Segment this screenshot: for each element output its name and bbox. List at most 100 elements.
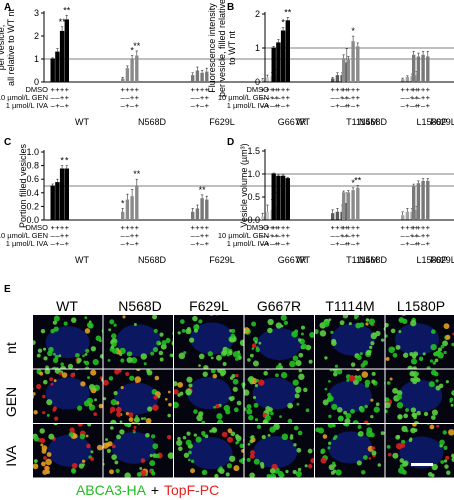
treatment-sign: + — [331, 85, 336, 94]
treatment-sign: + — [275, 101, 280, 110]
bar — [130, 59, 134, 82]
vesicle — [281, 473, 285, 477]
micrograph-tile — [244, 369, 314, 423]
vesicle — [221, 349, 228, 356]
vesicle — [146, 369, 150, 373]
vesicle — [94, 398, 97, 402]
vesicle — [254, 384, 259, 388]
treatment-sign: + — [415, 231, 420, 240]
vesicle — [101, 378, 103, 382]
treatment-sign: + — [276, 223, 281, 232]
vesicle — [88, 404, 96, 411]
bar — [191, 211, 195, 220]
vesicle — [303, 387, 308, 393]
vesicle — [346, 378, 350, 382]
vesicle — [103, 458, 105, 462]
vesicle — [158, 350, 164, 356]
vesicle — [85, 434, 89, 438]
vesicle — [231, 329, 236, 334]
vesicle — [356, 376, 362, 382]
treatment-sign: – — [51, 239, 56, 248]
y-tick-label: 0.6 — [26, 174, 39, 184]
treatment-sign: + — [356, 231, 361, 240]
vesicle — [107, 358, 111, 362]
treatment-sign: + — [130, 223, 135, 232]
treatment-sign: + — [410, 231, 415, 240]
vesicle — [82, 354, 85, 358]
vesicle — [60, 362, 64, 366]
vesicle — [151, 471, 156, 476]
treatment-sign: + — [272, 85, 277, 94]
legend-plus: + — [151, 482, 159, 498]
vesicle — [320, 457, 327, 464]
vesicle — [344, 418, 351, 423]
treatment-sign: + — [410, 93, 415, 102]
treatment-sign: + — [405, 85, 410, 94]
vesicle — [252, 396, 257, 400]
vesicle — [39, 428, 45, 434]
vesicle — [298, 352, 304, 358]
treatment-sign: + — [130, 93, 135, 102]
treatment-sign: – — [200, 239, 205, 248]
vesicle — [359, 322, 365, 328]
vesicle — [212, 373, 218, 379]
treatment-row-label: 10 µmol/L GEN — [0, 231, 48, 240]
nucleus — [188, 437, 233, 470]
vesicle — [350, 408, 355, 414]
treatment-sign: + — [335, 85, 340, 94]
vesicle — [131, 422, 136, 423]
vesicle — [333, 371, 338, 377]
treatment-row-label: DMSO — [247, 85, 270, 94]
treatment-sign: + — [65, 239, 70, 248]
vesicle — [43, 456, 47, 460]
tile-content — [386, 424, 454, 478]
vesicle — [338, 415, 344, 421]
treatment-sign: + — [130, 85, 135, 94]
micrograph-tile — [33, 369, 103, 423]
vesicle — [236, 400, 242, 406]
vesicle — [334, 364, 339, 368]
group-label: F629L — [209, 117, 235, 127]
treatment-row-label: 1 µmol/L IVA — [227, 101, 269, 110]
vesicle — [58, 354, 62, 358]
treatment-sign: + — [356, 239, 361, 248]
treatment-sign: – — [331, 239, 336, 248]
vesicle — [125, 412, 130, 416]
vesicle — [305, 344, 312, 351]
vesicle — [407, 365, 413, 369]
vesicle — [70, 372, 76, 378]
svg-text:ABCA3-HA: ABCA3-HA — [76, 482, 147, 498]
vesicle — [129, 375, 135, 381]
vesicle — [92, 358, 99, 366]
treatment-sign: + — [125, 223, 130, 232]
treatment-sign: + — [410, 223, 415, 232]
treatment-sign: + — [351, 93, 356, 102]
treatment-sign: – — [412, 231, 417, 240]
nucleus — [330, 323, 375, 356]
treatment-sign: + — [130, 231, 135, 240]
treatment-sign: + — [195, 223, 200, 232]
vesicle — [120, 385, 124, 390]
vesicle — [187, 458, 191, 462]
y-tick-label: 2 — [34, 31, 39, 41]
bar — [405, 211, 410, 220]
vesicle — [410, 407, 417, 413]
treatment-sign: – — [346, 93, 351, 102]
treatment-sign: + — [281, 223, 286, 232]
vesicle — [401, 315, 406, 316]
vesicle — [365, 322, 369, 326]
vesicle — [149, 470, 153, 474]
vesicle — [119, 429, 125, 435]
y-tick-label: 0.8 — [26, 161, 39, 171]
vesicle — [320, 448, 326, 454]
vesicle — [445, 455, 450, 460]
significance-mark: ** — [199, 185, 207, 195]
vesicle — [33, 436, 40, 442]
vesicle — [443, 445, 448, 450]
vesicle — [296, 447, 302, 453]
vesicle — [333, 464, 337, 467]
vesicle — [116, 411, 122, 418]
bar — [416, 183, 421, 220]
vesicle — [322, 399, 329, 406]
